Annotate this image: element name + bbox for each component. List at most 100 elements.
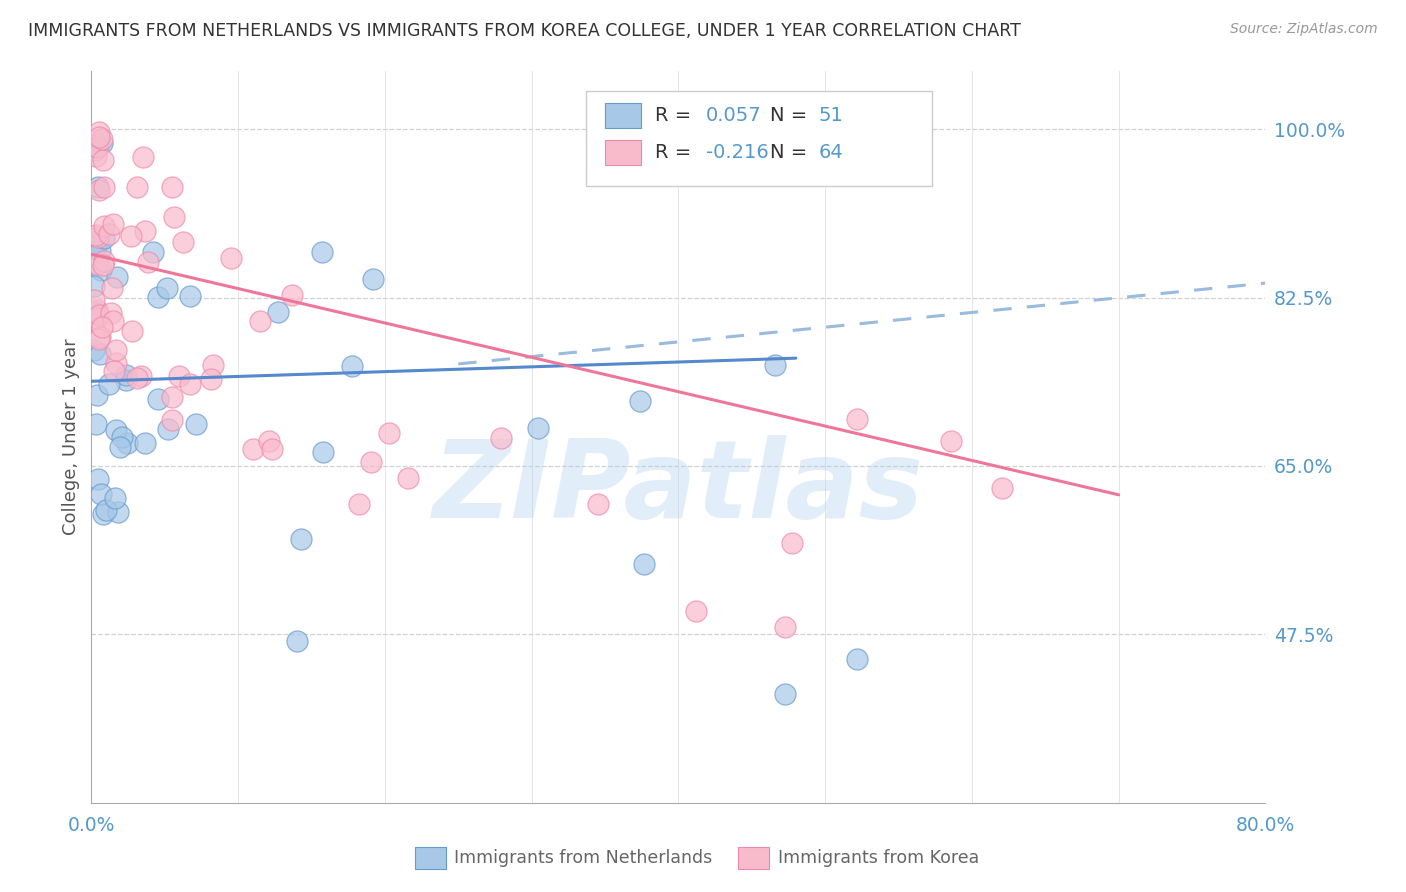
Point	[340, 359, 363, 373]
Point	[103, 364, 125, 378]
Point	[89, 244, 111, 259]
Text: IMMIGRANTS FROM NETHERLANDS VS IMMIGRANTS FROM KOREA COLLEGE, UNDER 1 YEAR CORRE: IMMIGRANTS FROM NETHERLANDS VS IMMIGRANT…	[28, 22, 1021, 40]
Point	[846, 412, 869, 426]
Text: Immigrants from Korea: Immigrants from Korea	[778, 849, 979, 867]
Point	[93, 253, 115, 268]
Point	[173, 235, 195, 250]
Point	[87, 234, 110, 248]
Point	[201, 358, 224, 372]
Point	[104, 356, 127, 370]
Point	[89, 330, 111, 344]
Point	[941, 434, 963, 448]
Point	[266, 305, 288, 319]
Point	[396, 471, 419, 485]
Point	[83, 293, 105, 308]
Point	[93, 219, 115, 234]
Point	[86, 311, 108, 326]
Point	[108, 440, 131, 454]
Point	[132, 150, 155, 164]
Point	[285, 633, 308, 648]
Point	[156, 422, 179, 436]
Text: Immigrants from Netherlands: Immigrants from Netherlands	[454, 849, 713, 867]
Point	[114, 368, 136, 383]
Text: 80.0%: 80.0%	[1236, 816, 1295, 835]
Point	[83, 305, 105, 319]
Point	[290, 532, 312, 546]
Point	[249, 314, 271, 328]
Point	[86, 306, 108, 320]
Point	[84, 239, 107, 253]
Point	[360, 455, 382, 469]
Point	[846, 652, 869, 666]
Point	[163, 211, 186, 225]
Point	[311, 244, 333, 259]
Point	[86, 256, 108, 270]
Point	[86, 180, 108, 194]
Point	[86, 303, 108, 318]
Point	[111, 430, 134, 444]
Point	[89, 347, 111, 361]
Point	[160, 179, 183, 194]
Point	[378, 426, 401, 441]
Point	[86, 230, 108, 244]
Point	[142, 244, 165, 259]
Point	[84, 143, 107, 157]
Point	[91, 507, 114, 521]
Point	[87, 471, 110, 485]
Point	[90, 486, 112, 500]
Point	[155, 281, 177, 295]
Point	[90, 320, 112, 334]
Text: -0.216: -0.216	[706, 143, 769, 162]
Point	[115, 436, 138, 450]
Point	[87, 332, 110, 346]
Point	[96, 502, 118, 516]
Point	[105, 423, 128, 437]
Text: R =: R =	[655, 105, 697, 125]
Point	[105, 269, 128, 284]
Point	[89, 308, 111, 322]
Point	[97, 227, 120, 241]
Point	[586, 498, 609, 512]
Point	[84, 148, 107, 162]
Text: R =: R =	[655, 143, 697, 162]
Point	[312, 445, 335, 459]
Point	[86, 388, 108, 402]
Point	[347, 497, 370, 511]
Point	[125, 180, 148, 194]
Point	[87, 139, 110, 153]
Text: 0.057: 0.057	[706, 105, 762, 125]
Point	[91, 153, 114, 167]
Point	[179, 289, 201, 303]
Point	[991, 481, 1014, 495]
Point	[257, 434, 280, 448]
Point	[86, 228, 108, 243]
Text: 64: 64	[818, 143, 844, 162]
Point	[105, 343, 128, 357]
Point	[773, 619, 796, 633]
Text: Source: ZipAtlas.com: Source: ZipAtlas.com	[1230, 22, 1378, 37]
Point	[100, 306, 122, 320]
Point	[89, 130, 111, 145]
Point	[91, 132, 114, 146]
Point	[121, 324, 143, 338]
Text: 51: 51	[818, 105, 844, 125]
Point	[83, 343, 105, 357]
Point	[685, 604, 707, 618]
Point	[361, 272, 384, 286]
Point	[146, 290, 169, 304]
Point	[107, 505, 129, 519]
Point	[87, 125, 110, 139]
Point	[115, 373, 138, 387]
Point	[93, 231, 115, 245]
Point	[242, 442, 264, 457]
Point	[773, 688, 796, 702]
Point	[134, 435, 156, 450]
Point	[87, 183, 110, 197]
Point	[763, 359, 786, 373]
Point	[93, 179, 115, 194]
Point	[633, 558, 655, 572]
Point	[219, 251, 242, 265]
Text: N =: N =	[770, 105, 814, 125]
Text: ZIPatlas: ZIPatlas	[433, 435, 924, 541]
Point	[167, 369, 190, 384]
